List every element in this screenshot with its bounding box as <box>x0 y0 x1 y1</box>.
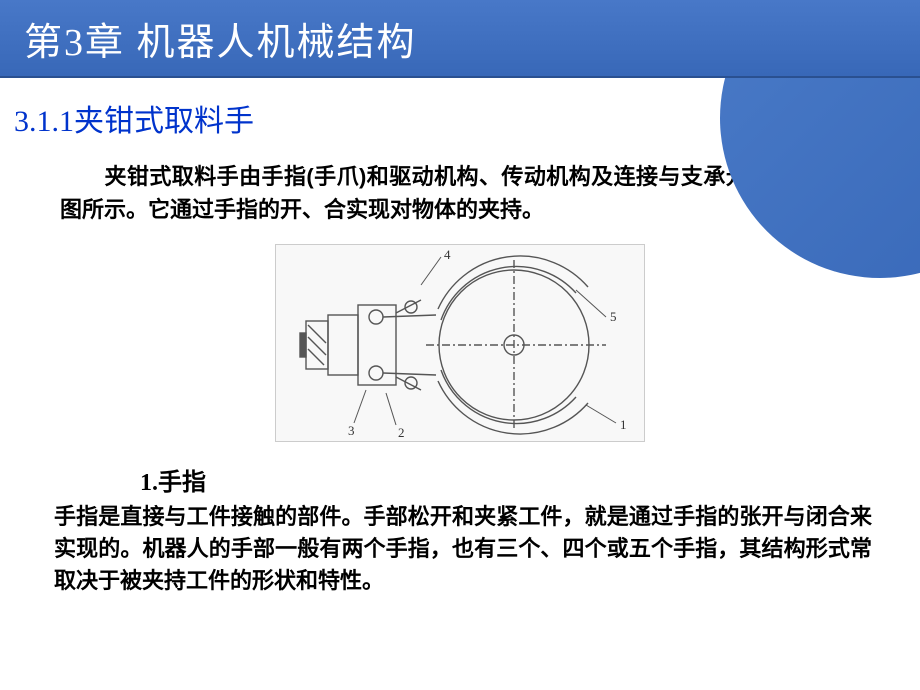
section-name: 夹钳式取料手 <box>74 105 254 138</box>
gripper-diagram: 4 5 1 3 2 <box>275 244 645 442</box>
diagram-label-1: 1 <box>620 417 627 432</box>
subsection-number: 1. <box>140 470 158 496</box>
diagram-label-5: 5 <box>610 309 617 324</box>
diagram-label-4: 4 <box>444 247 451 262</box>
corner-curve <box>720 78 920 278</box>
paragraph-2-text: 手指是直接与工件接触的部件。手部松开和夹紧工件，就是通过手指的张开与闭合来实现的… <box>54 504 872 593</box>
gripper-svg: 4 5 1 3 2 <box>276 245 646 443</box>
paragraph-2: 手指是直接与工件接触的部件。手部松开和夹紧工件，就是通过手指的张开与闭合来实现的… <box>0 497 920 597</box>
subsection-title: 手指 <box>158 470 206 496</box>
diagram-label-2: 2 <box>398 425 405 440</box>
slide-header: 第3章 机器人机械结构 <box>0 0 920 78</box>
subsection-heading: 1.手指 <box>0 454 920 497</box>
decorative-corner <box>720 78 920 278</box>
section-number: 3.1.1 <box>14 105 74 138</box>
diagram-label-3: 3 <box>348 423 355 438</box>
chapter-title: 第3章 机器人机械结构 <box>24 11 417 66</box>
content-panel: 3.1.1夹钳式取料手 夹钳式取料手由手指(手爪)和驱动机构、传动机构及连接与支… <box>0 78 920 690</box>
